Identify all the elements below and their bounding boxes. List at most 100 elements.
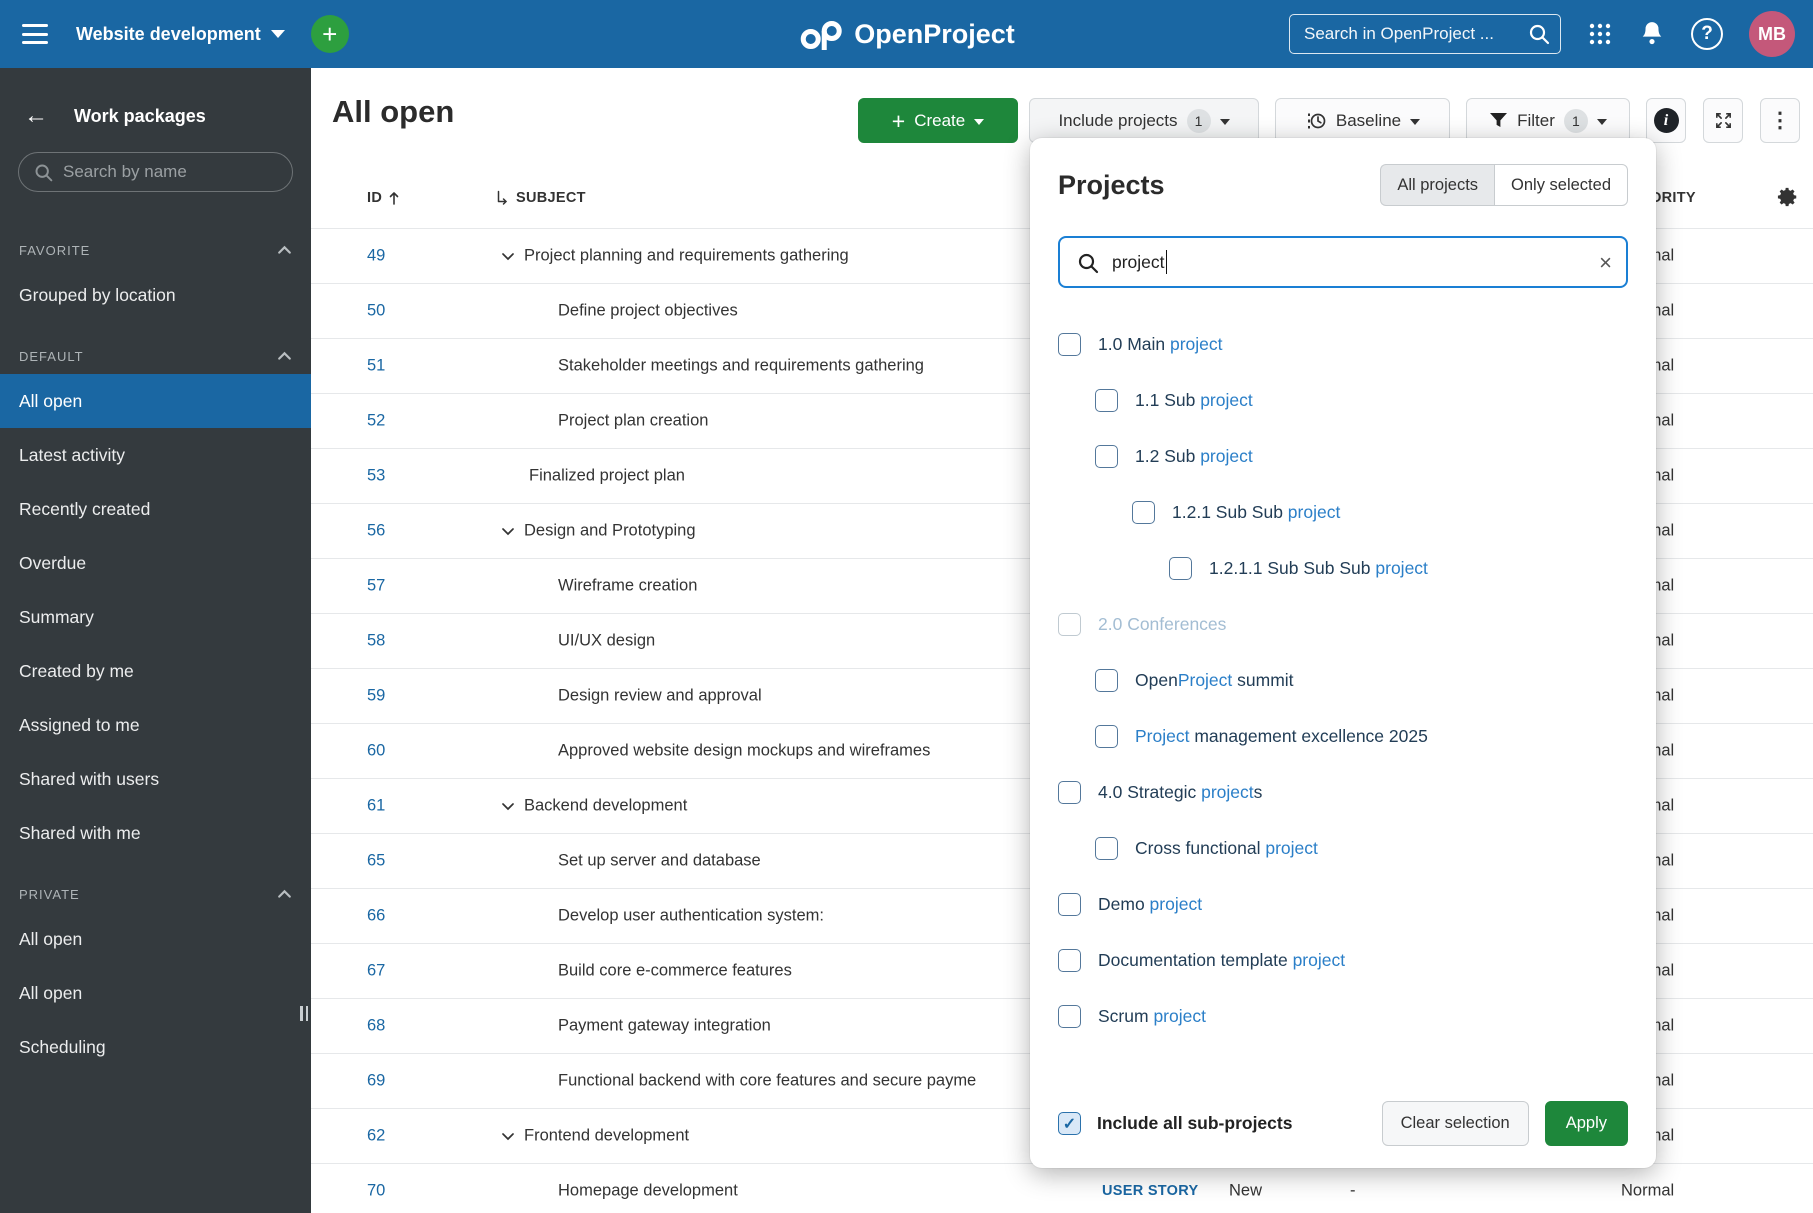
fullscreen-button[interactable] xyxy=(1703,98,1743,143)
work-package-subject[interactable]: Design review and approval xyxy=(558,686,762,705)
table-row[interactable]: 70 Homepage development USER STORY New - Norm… xyxy=(311,1163,1813,1213)
include-subprojects-checkbox[interactable]: ✓ xyxy=(1058,1112,1081,1135)
info-button[interactable]: i xyxy=(1646,98,1686,143)
baseline-button[interactable]: Baseline xyxy=(1275,98,1450,143)
sidebar-item-all-open[interactable]: All open xyxy=(19,982,83,1003)
global-search-input[interactable] xyxy=(1289,14,1561,54)
work-package-id-link[interactable]: 66 xyxy=(367,906,386,925)
project-checkbox[interactable] xyxy=(1095,444,1118,468)
work-package-id-link[interactable]: 58 xyxy=(367,631,386,650)
apply-button[interactable]: Apply xyxy=(1544,1101,1628,1146)
project-checkbox[interactable] xyxy=(1095,724,1118,748)
work-package-type[interactable]: USER STORY xyxy=(1102,1183,1199,1199)
project-option[interactable]: OpenProject summit xyxy=(1058,652,1628,708)
project-checkbox[interactable] xyxy=(1058,332,1081,356)
project-checkbox[interactable] xyxy=(1058,1004,1081,1028)
work-package-subject[interactable]: Develop user authentication system: xyxy=(558,906,824,925)
work-package-subject[interactable]: Payment gateway integration xyxy=(558,1016,771,1035)
project-checkbox[interactable] xyxy=(1095,388,1118,412)
sidebar-item-shared-with-me[interactable]: Shared with me xyxy=(19,822,141,843)
work-package-subject[interactable]: Set up server and database xyxy=(558,851,761,870)
settings-gear-icon[interactable] xyxy=(1777,186,1799,208)
work-package-id-link[interactable]: 52 xyxy=(367,411,386,430)
collapse-chevron-icon[interactable] xyxy=(500,523,516,539)
collapse-chevron-icon[interactable] xyxy=(500,1128,516,1144)
include-projects-button[interactable]: Include projects 1 xyxy=(1029,98,1259,143)
work-package-subject[interactable]: UI/UX design xyxy=(558,631,656,650)
project-option[interactable]: Scrum project xyxy=(1058,988,1628,1044)
work-package-id-link[interactable]: 56 xyxy=(367,521,386,540)
work-package-id-link[interactable]: 49 xyxy=(367,246,386,265)
sidebar-item-grouped-by-location[interactable]: Grouped by location xyxy=(19,284,176,305)
work-package-subject[interactable]: Stakeholder meetings and requirements ga… xyxy=(558,356,924,375)
work-package-subject[interactable]: Project planning and requirements gather… xyxy=(500,247,849,266)
collapse-chevron-icon[interactable] xyxy=(500,248,516,264)
column-header-subject[interactable]: SUBJECT xyxy=(495,190,586,206)
work-package-status[interactable]: New xyxy=(1229,1181,1263,1200)
work-package-id-link[interactable]: 50 xyxy=(367,301,386,320)
more-options-kebab-icon[interactable]: ⋮ xyxy=(1760,98,1800,143)
work-package-subject[interactable]: Functional backend with core features an… xyxy=(558,1071,977,1090)
project-option[interactable]: 4.0 Strategic projects xyxy=(1058,764,1628,820)
project-option[interactable]: Demo project xyxy=(1058,876,1628,932)
work-package-id-link[interactable]: 68 xyxy=(367,1016,386,1035)
project-checkbox[interactable] xyxy=(1058,780,1081,804)
work-package-subject[interactable]: Wireframe creation xyxy=(558,576,698,595)
work-package-subject[interactable]: Finalized project plan xyxy=(529,466,685,485)
sidebar-item-all-open[interactable]: All open xyxy=(0,374,311,428)
project-option[interactable]: Documentation template project xyxy=(1058,932,1628,988)
notifications-bell-icon[interactable] xyxy=(1639,20,1665,48)
work-package-assignee[interactable]: - xyxy=(1350,1181,1356,1200)
project-option[interactable]: 1.0 Main project xyxy=(1058,316,1628,372)
sidebar-resize-handle[interactable] xyxy=(300,1006,308,1021)
project-option[interactable]: Cross functional project xyxy=(1058,820,1628,876)
sidebar-item-latest-activity[interactable]: Latest activity xyxy=(19,444,126,465)
openproject-logo[interactable]: OpenProject xyxy=(798,18,1015,50)
work-package-id-link[interactable]: 69 xyxy=(367,1071,386,1090)
project-option[interactable]: 1.2 Sub project xyxy=(1058,428,1628,484)
global-search[interactable] xyxy=(1289,14,1561,54)
collapse-chevron-icon[interactable] xyxy=(500,798,516,814)
create-button[interactable]: + Create xyxy=(858,98,1018,143)
clear-selection-button[interactable]: Clear selection xyxy=(1381,1101,1529,1146)
all-projects-toggle[interactable]: All projects xyxy=(1380,164,1495,206)
project-filter-search[interactable]: project × xyxy=(1058,236,1628,288)
column-header-id[interactable]: ID xyxy=(367,190,400,206)
project-checkbox[interactable] xyxy=(1095,668,1118,692)
hamburger-menu-icon[interactable] xyxy=(22,24,48,44)
work-package-id-link[interactable]: 53 xyxy=(367,466,386,485)
project-checkbox[interactable] xyxy=(1169,556,1192,580)
sidebar-item-summary[interactable]: Summary xyxy=(19,606,94,627)
sidebar-item-scheduling[interactable]: Scheduling xyxy=(19,1036,106,1057)
modules-grid-icon[interactable] xyxy=(1587,21,1613,47)
sidebar-section-private[interactable]: PRIVATE xyxy=(0,876,311,912)
sidebar-search[interactable] xyxy=(18,152,293,192)
work-package-subject[interactable]: Build core e-commerce features xyxy=(558,961,792,980)
work-package-id-link[interactable]: 61 xyxy=(367,796,386,815)
sidebar-search-input[interactable] xyxy=(18,152,293,192)
work-package-subject[interactable]: Define project objectives xyxy=(558,301,738,320)
work-package-id-link[interactable]: 65 xyxy=(367,851,386,870)
work-package-id-link[interactable]: 70 xyxy=(367,1181,386,1200)
work-package-subject[interactable]: Backend development xyxy=(500,797,687,816)
sidebar-section-default[interactable]: DEFAULT xyxy=(0,338,311,374)
sidebar-item-all-open[interactable]: All open xyxy=(19,928,83,949)
work-package-id-link[interactable]: 51 xyxy=(367,356,386,375)
project-option[interactable]: 1.2.1.1 Sub Sub Sub project xyxy=(1058,540,1628,596)
sidebar-item-overdue[interactable]: Overdue xyxy=(19,552,87,573)
work-package-id-link[interactable]: 57 xyxy=(367,576,386,595)
project-selector[interactable]: Website development xyxy=(76,24,285,45)
sidebar-item-shared-with-users[interactable]: Shared with users xyxy=(19,768,160,789)
user-avatar[interactable]: MB xyxy=(1749,11,1795,57)
only-selected-toggle[interactable]: Only selected xyxy=(1494,164,1628,206)
sidebar-item-created-by-me[interactable]: Created by me xyxy=(19,660,134,681)
project-checkbox[interactable] xyxy=(1058,892,1081,916)
sidebar-item-recently-created[interactable]: Recently created xyxy=(19,498,151,519)
work-package-priority[interactable]: Normal xyxy=(1621,1181,1675,1200)
project-option[interactable]: Project management excellence 2025 xyxy=(1058,708,1628,764)
project-option[interactable]: 1.1 Sub project xyxy=(1058,372,1628,428)
work-package-id-link[interactable]: 59 xyxy=(367,686,386,705)
quick-add-button[interactable]: + xyxy=(310,15,349,53)
work-package-id-link[interactable]: 60 xyxy=(367,741,386,760)
work-package-subject[interactable]: Approved website design mockups and wire… xyxy=(558,741,931,760)
